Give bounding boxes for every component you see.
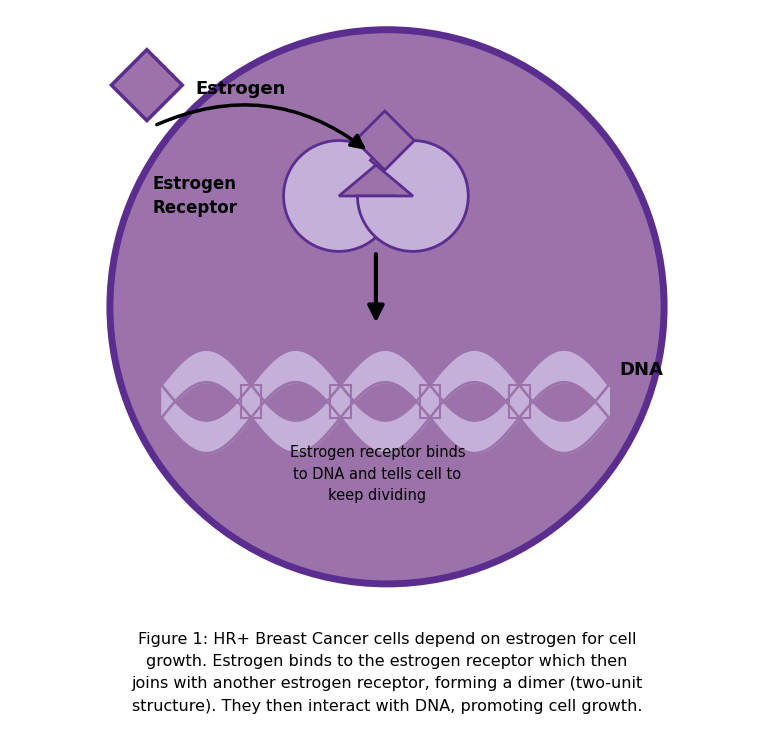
- Polygon shape: [111, 50, 183, 121]
- Bar: [509, 385, 529, 418]
- Text: Figure 1: HR+ Breast Cancer cells depend on estrogen for cell
growth. Estrogen b: Figure 1: HR+ Breast Cancer cells depend…: [132, 632, 642, 713]
- Bar: [420, 385, 440, 418]
- Circle shape: [110, 29, 664, 584]
- Text: DNA: DNA: [620, 360, 663, 379]
- Wedge shape: [283, 140, 395, 251]
- Bar: [241, 385, 262, 418]
- Wedge shape: [358, 140, 468, 251]
- Text: Estrogen: Estrogen: [195, 80, 286, 98]
- Bar: [330, 385, 351, 418]
- FancyArrowPatch shape: [369, 254, 382, 318]
- Text: Estrogen
Receptor: Estrogen Receptor: [152, 175, 238, 216]
- Text: Estrogen receptor binds
to DNA and tells cell to
keep dividing: Estrogen receptor binds to DNA and tells…: [289, 445, 465, 503]
- FancyArrowPatch shape: [157, 105, 363, 148]
- Polygon shape: [355, 111, 414, 170]
